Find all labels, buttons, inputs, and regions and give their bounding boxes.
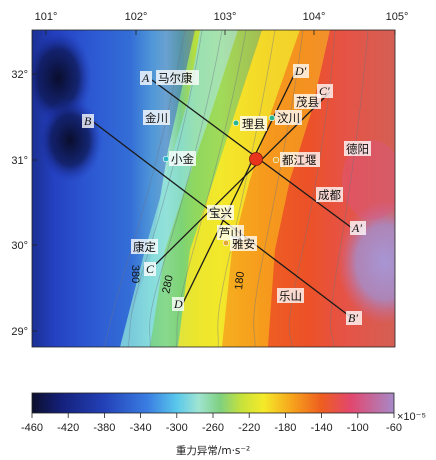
gravity-field-pink-zone <box>342 140 395 220</box>
city-label-dujiangyan: 都江堰 <box>282 153 317 167</box>
colorbar: -460 -420 -380 -340 -300 -260 -220 -180 -140 -100… <box>21 392 426 457</box>
colorbar-tick-label-0: -460 <box>21 422 43 434</box>
profile-line-d <box>182 70 297 304</box>
contour-label-180: 180 <box>233 271 247 291</box>
city-dot-yaan <box>222 239 230 247</box>
city-label-maerkang: 马尔康 <box>158 71 193 85</box>
lon-label-102: 102° <box>125 11 148 23</box>
colorbar-tick-label-5: -260 <box>202 422 224 434</box>
colorbar-gradient <box>31 392 395 414</box>
city-label-kangding: 康定 <box>133 240 156 254</box>
colorbar-tick-label-8: -140 <box>311 422 333 434</box>
profile-b-start-label: B <box>84 114 92 128</box>
city-label-yaan: 雅安 <box>232 237 255 251</box>
colorbar-tick-label-3: -340 <box>130 422 152 434</box>
city-label-maoxian: 茂县 <box>296 95 319 109</box>
colorbar-tick-label-2: -380 <box>93 422 115 434</box>
colorbar-ticks: -460 -420 -380 -340 -300 -260 -220 -180 -140 -100… <box>21 413 402 434</box>
city-label-chengdu: 成都 <box>318 188 341 202</box>
colorbar-unit: ×10⁻⁵ <box>397 411 426 423</box>
lon-label-101: 101° <box>35 11 58 23</box>
city-label-baoxing: 宝兴 <box>209 206 232 220</box>
map-area <box>32 30 395 347</box>
colorbar-tick-label-1: -420 <box>57 422 79 434</box>
longitude-axis <box>45 30 396 35</box>
map-frame <box>31 29 396 348</box>
city-dot-wenchuan <box>268 114 276 122</box>
gravity-field-purple-high <box>337 200 395 324</box>
colorbar-tick-label-10: -60 <box>386 422 402 434</box>
city-labels: 马尔康 金川 理县 汶川 茂县 都江堰 德阳 小金 成都 宝兴 芦山 雅安 康定… <box>131 70 371 303</box>
profile-a-end-label: A′ <box>351 221 362 235</box>
contour-value-labels: 380 280 180 <box>129 265 247 295</box>
city-label-jinchuan: 金川 <box>145 111 168 125</box>
city-dot-xiaojin <box>162 155 170 163</box>
colorbar-tick-label-4: -300 <box>166 422 188 434</box>
gravity-field-deep-low-south <box>38 98 102 182</box>
colorbar-title: 重力异常/m·s⁻² <box>176 444 250 457</box>
colorbar-tick-label-7: -180 <box>274 422 296 434</box>
profile-a-start-label: A <box>141 71 150 85</box>
lon-label-105: 105° <box>386 11 409 23</box>
lat-label-29: 29° <box>11 326 28 338</box>
profile-c-start-label: C <box>146 262 155 276</box>
lon-label-103: 103° <box>214 11 237 23</box>
city-dots <box>162 114 280 247</box>
gravity-field-orange-band <box>222 30 330 347</box>
latitude-axis <box>32 73 37 332</box>
lat-label-32: 32° <box>11 69 28 81</box>
profile-endpoints: A A′ B B′ C C′ D D′ <box>82 64 366 325</box>
profile-b-end-label: B′ <box>348 311 358 325</box>
colorbar-tick-label-6: -220 <box>238 422 260 434</box>
city-label-xiaojin: 小金 <box>171 152 194 166</box>
profile-c-end-label: C′ <box>319 84 330 98</box>
lon-label-104: 104° <box>303 11 326 23</box>
gravity-field-green-band <box>150 30 262 347</box>
city-dot-lixian <box>232 119 240 127</box>
profile-d-end-label: D′ <box>294 64 307 78</box>
lat-label-31: 31° <box>11 155 28 167</box>
city-label-deyang: 德阳 <box>346 142 369 156</box>
contour-label-280: 280 <box>160 274 176 294</box>
epicenter-marker <box>249 152 263 166</box>
city-label-leshan: 乐山 <box>279 289 302 303</box>
city-dot-dujiangyan <box>272 156 280 164</box>
profile-d-start-label: D <box>173 297 183 311</box>
city-label-wenchuan: 汶川 <box>277 111 300 125</box>
colorbar-tick-label-9: -100 <box>347 422 369 434</box>
city-label-lixian: 理县 <box>242 117 265 131</box>
lat-label-30: 30° <box>11 240 28 252</box>
contour-label-380: 380 <box>129 265 141 283</box>
